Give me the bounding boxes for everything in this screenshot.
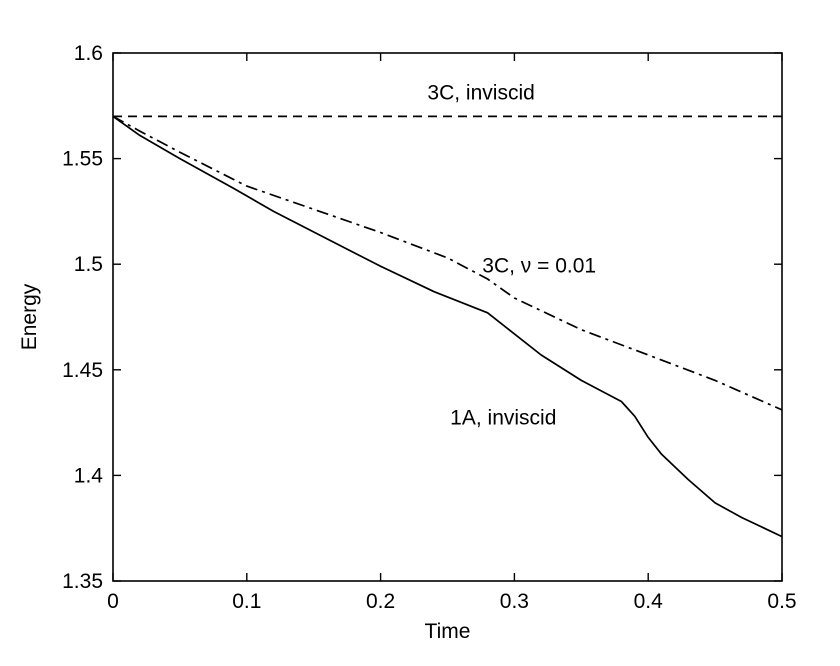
series-line-solid [112, 115, 783, 538]
series-annotation: 1A, inviscid [450, 407, 556, 430]
plot-frame [112, 52, 783, 582]
x-axis-label: Time [425, 620, 471, 643]
series-line-dashdot [112, 115, 783, 411]
y-axis-label: Energy [18, 283, 41, 350]
x-tick-label: 0.4 [634, 590, 664, 613]
series-annotation: 3C, inviscid [427, 81, 534, 104]
x-tick-label: 0.5 [767, 590, 796, 613]
x-tick-label: 0 [107, 590, 119, 613]
y-tick-label: 1.45 [62, 359, 103, 382]
y-tick-label: 1.55 [62, 148, 103, 171]
y-tick-label: 1.35 [62, 570, 103, 593]
x-tick-label: 0.2 [366, 590, 395, 613]
annotations-layer: 3C, inviscid 3C, ν = 0.01 1A, inviscid [427, 81, 596, 429]
y-tick-label: 1.5 [74, 253, 103, 276]
ticks-layer: 0 0.1 0.2 0.3 0.4 0.5 1.35 1.4 1.45 1.5 1.55 1.6 [62, 42, 796, 613]
series-annotation: 3C, ν = 0.01 [482, 255, 596, 278]
x-tick-label: 0.3 [500, 590, 529, 613]
series-layer [112, 115, 783, 538]
x-tick-label: 0.1 [232, 590, 261, 613]
y-tick-label: 1.6 [74, 42, 103, 65]
y-tick-label: 1.4 [74, 464, 104, 487]
